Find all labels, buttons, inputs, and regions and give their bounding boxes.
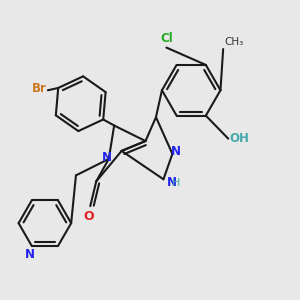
Text: H: H [172, 178, 180, 188]
Text: N: N [167, 176, 176, 189]
Text: N: N [171, 145, 181, 158]
Text: OH: OH [230, 132, 250, 145]
Text: N: N [101, 151, 111, 164]
Text: Br: Br [32, 82, 46, 95]
Text: CH₃: CH₃ [225, 37, 244, 47]
Text: O: O [83, 210, 94, 223]
Text: Cl: Cl [160, 32, 173, 45]
Text: N: N [25, 248, 35, 261]
